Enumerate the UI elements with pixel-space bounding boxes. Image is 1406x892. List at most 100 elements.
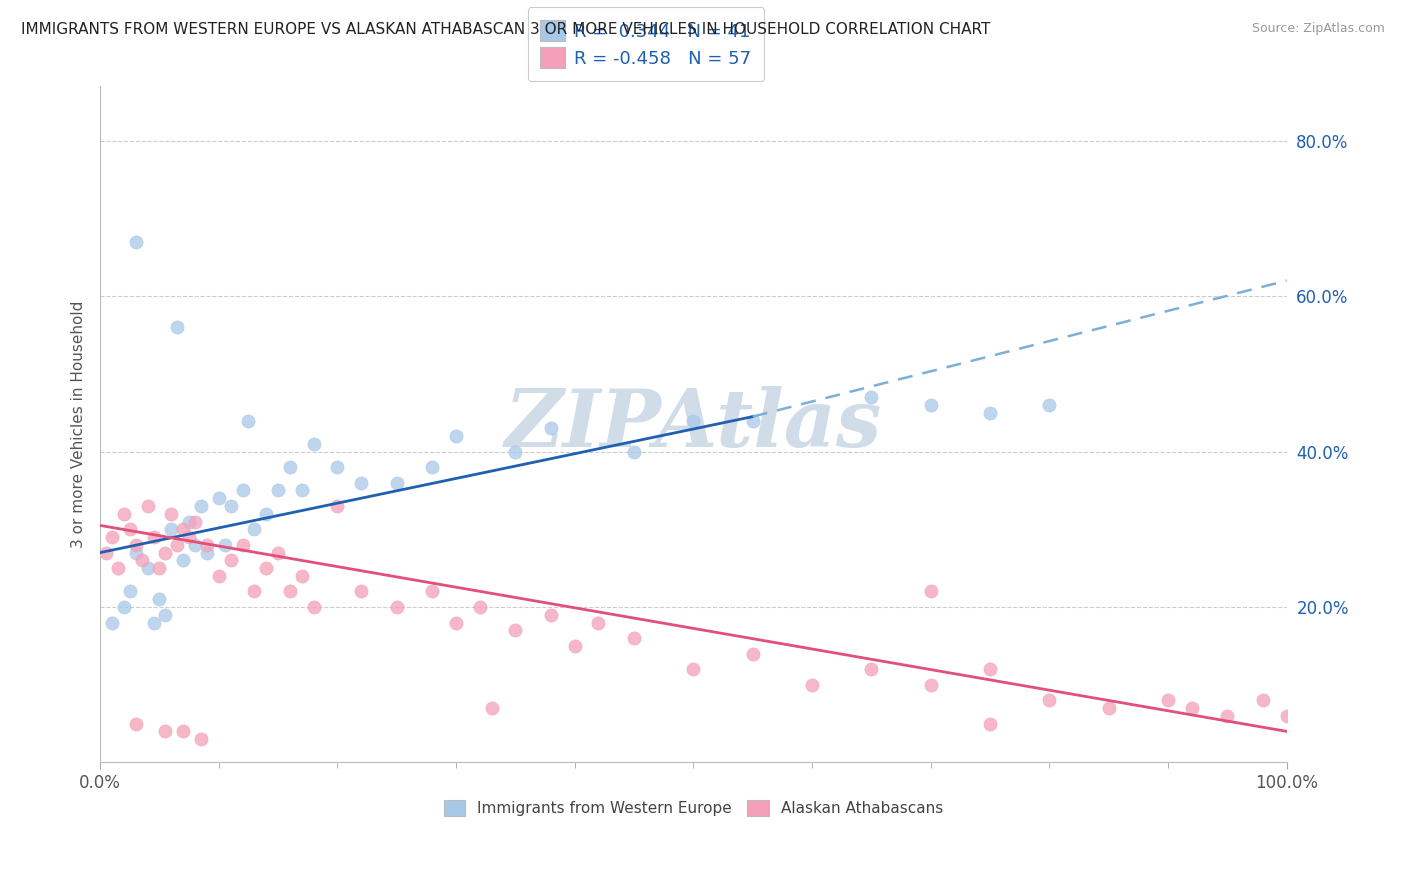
Point [148, 561, 170, 575]
Point [148, 592, 170, 607]
Point [1251, 693, 1274, 707]
Point [444, 429, 467, 443]
Point [979, 716, 1001, 731]
Point [302, 600, 325, 615]
Point [160, 522, 183, 536]
Point [350, 475, 373, 490]
Point [179, 530, 201, 544]
Point [160, 507, 183, 521]
Point [481, 701, 503, 715]
Point [184, 515, 207, 529]
Point [243, 584, 266, 599]
Point [1038, 693, 1060, 707]
Point [979, 662, 1001, 676]
Point [142, 530, 165, 544]
Legend: Immigrants from Western Europe, Alaskan Athabascans: Immigrants from Western Europe, Alaskan … [437, 794, 949, 822]
Point [623, 631, 645, 645]
Point [267, 546, 290, 560]
Text: Source: ZipAtlas.com: Source: ZipAtlas.com [1251, 22, 1385, 36]
Point [1275, 708, 1298, 723]
Point [682, 413, 704, 427]
Point [208, 569, 231, 583]
Point [860, 390, 883, 404]
Point [420, 460, 443, 475]
Point [118, 522, 141, 536]
Point [219, 553, 242, 567]
Text: IMMIGRANTS FROM WESTERN EUROPE VS ALASKAN ATHABASCAN 3 OR MORE VEHICLES IN HOUSE: IMMIGRANTS FROM WESTERN EUROPE VS ALASKA… [21, 22, 990, 37]
Point [801, 678, 824, 692]
Point [208, 491, 231, 506]
Point [118, 584, 141, 599]
Point [125, 538, 148, 552]
Point [326, 460, 349, 475]
Point [166, 320, 188, 334]
Point [214, 538, 236, 552]
Point [302, 437, 325, 451]
Point [231, 538, 253, 552]
Point [291, 483, 314, 498]
Point [920, 584, 942, 599]
Point [101, 530, 124, 544]
Point [1097, 701, 1119, 715]
Point [131, 553, 153, 567]
Point [190, 732, 212, 747]
Point [623, 444, 645, 458]
Text: ZIPAtlas: ZIPAtlas [505, 385, 882, 463]
Point [741, 647, 763, 661]
Point [588, 615, 610, 630]
Point [682, 662, 704, 676]
Point [420, 584, 443, 599]
Point [444, 615, 467, 630]
Point [1038, 398, 1060, 412]
Point [190, 499, 212, 513]
Point [326, 499, 349, 513]
Point [231, 483, 253, 498]
Point [540, 607, 562, 622]
Y-axis label: 3 or more Vehicles in Household: 3 or more Vehicles in Household [72, 301, 86, 548]
Point [142, 615, 165, 630]
Point [1216, 708, 1239, 723]
Point [112, 507, 135, 521]
Point [125, 716, 148, 731]
Point [278, 584, 301, 599]
Point [125, 235, 148, 249]
Point [505, 444, 527, 458]
Point [505, 624, 527, 638]
Point [979, 406, 1001, 420]
Point [254, 561, 277, 575]
Point [195, 538, 218, 552]
Point [172, 553, 194, 567]
Point [125, 546, 148, 560]
Point [112, 600, 135, 615]
Point [540, 421, 562, 435]
Point [107, 561, 129, 575]
Point [860, 662, 883, 676]
Point [238, 413, 260, 427]
Point [291, 569, 314, 583]
Point [385, 475, 408, 490]
Point [385, 600, 408, 615]
Point [920, 678, 942, 692]
Point [243, 522, 266, 536]
Point [136, 499, 159, 513]
Point [179, 515, 201, 529]
Point [278, 460, 301, 475]
Point [1157, 693, 1180, 707]
Point [350, 584, 373, 599]
Point [1181, 701, 1204, 715]
Point [920, 398, 942, 412]
Point [219, 499, 242, 513]
Point [564, 639, 586, 653]
Point [155, 546, 177, 560]
Point [172, 522, 194, 536]
Point [254, 507, 277, 521]
Point [101, 615, 124, 630]
Point [468, 600, 491, 615]
Point [741, 413, 763, 427]
Point [136, 561, 159, 575]
Point [184, 538, 207, 552]
Point [267, 483, 290, 498]
Point [94, 546, 117, 560]
Point [155, 724, 177, 739]
Point [195, 546, 218, 560]
